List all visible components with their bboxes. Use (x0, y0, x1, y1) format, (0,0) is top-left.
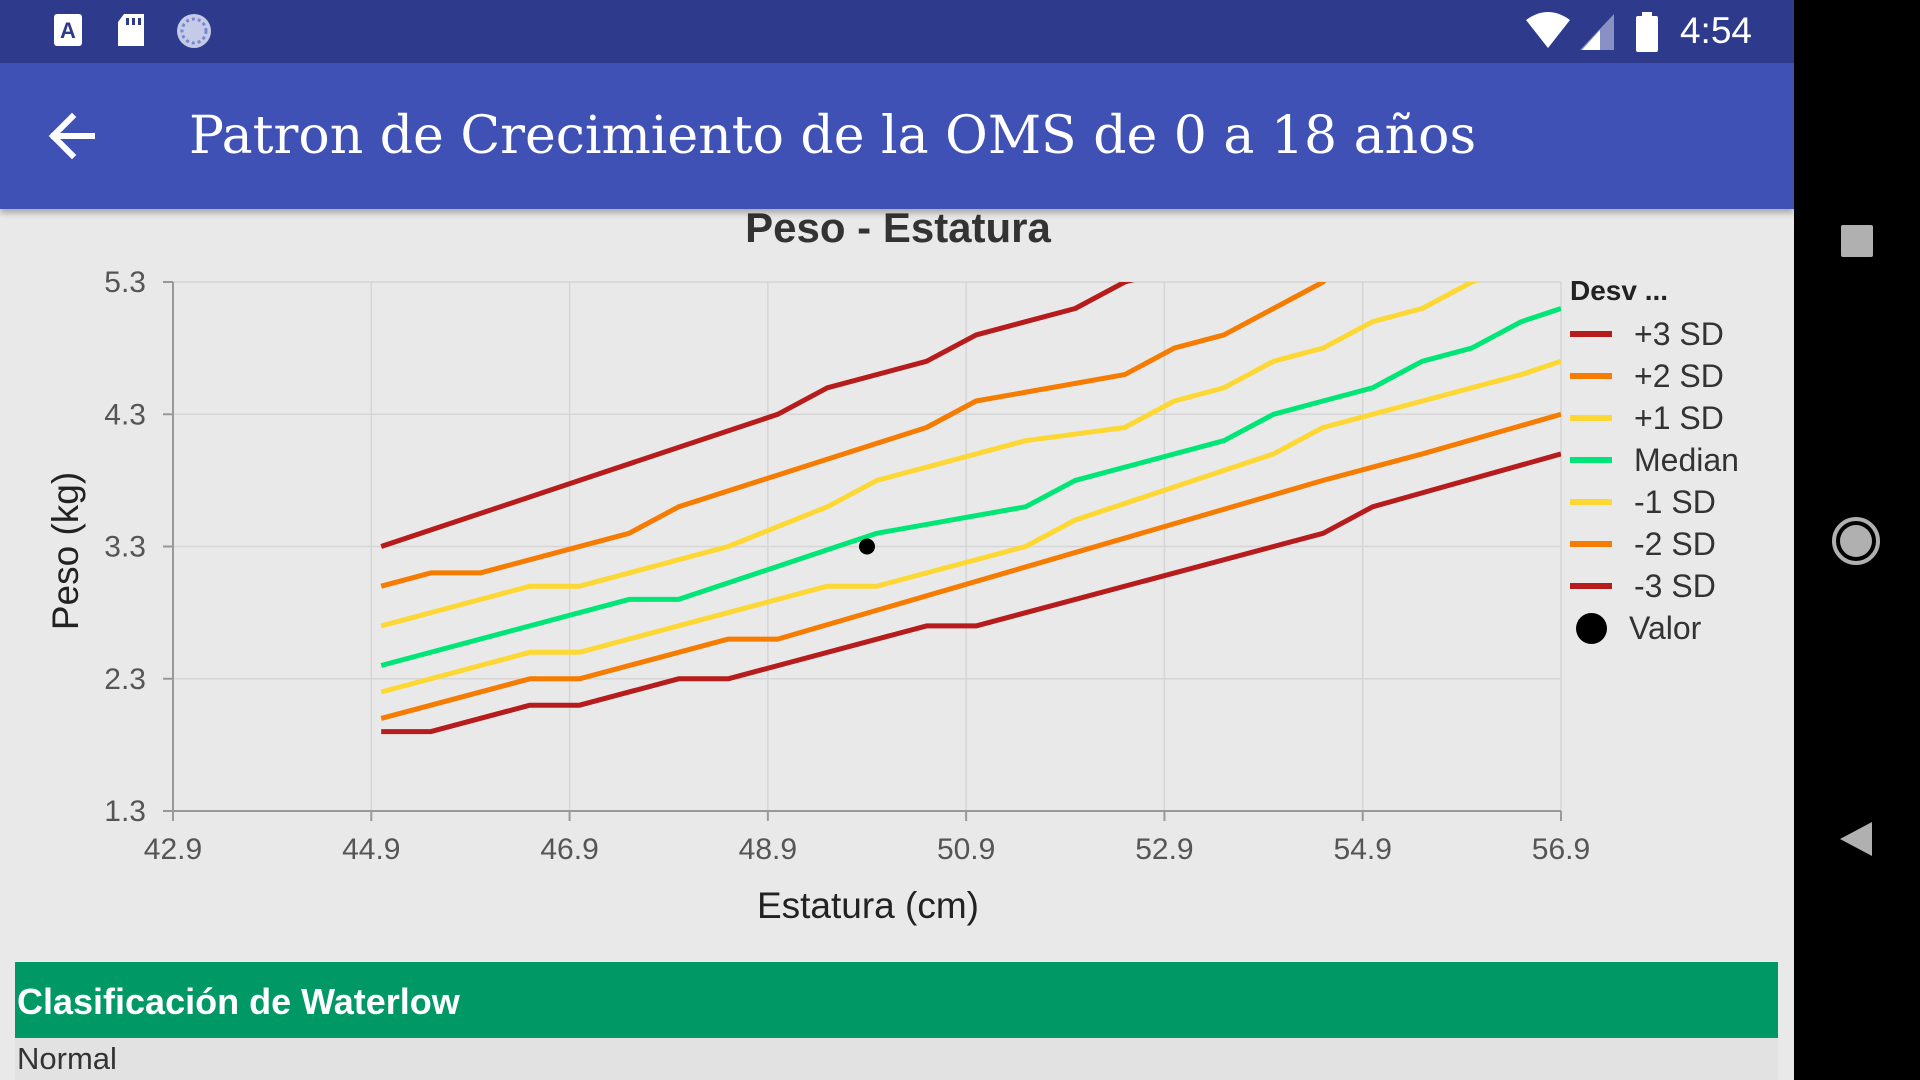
app-bar: Patron de Crecimiento de la OMS de 0 a 1… (0, 63, 1794, 209)
x-tick-label: 46.9 (540, 833, 598, 866)
weight-height-chart[interactable]: Peso - Estatura 42.9 44.9 46.9 48.9 50.9 52.9… (0, 209, 1794, 954)
series-line (381, 451, 1561, 735)
x-tick-label: 44.9 (342, 833, 400, 866)
navigation-bar (1794, 0, 1920, 1080)
legend-items: +3 SD +2 SD +1 SD Median -1 SD -2 SD -3 SD Valo… (1570, 313, 1794, 649)
chart-container: Peso - Estatura 42.9 44.9 46.9 48.9 50.9 52.9… (0, 209, 1794, 954)
legend-label: +3 SD (1634, 315, 1724, 352)
x-tick-label: 56.9 (1532, 833, 1590, 866)
classification-value-row: Normal (15, 1038, 1778, 1080)
classification-value: Normal (17, 1041, 117, 1076)
chart-axes: 42.9 44.9 46.9 48.9 50.9 52.9 54.9 56.9 1.3 2.3 3.… (104, 266, 1590, 866)
x-tick-label: 50.9 (937, 833, 995, 866)
signal-icon (1580, 14, 1614, 50)
legend-item: +3 SD (1570, 313, 1794, 355)
status-clock: 4:54 (1679, 10, 1752, 51)
y-tick-label: 5.3 (104, 266, 146, 299)
back-arrow-button[interactable] (40, 103, 106, 169)
legend-item: +2 SD (1570, 355, 1794, 397)
chart-title: Peso - Estatura (745, 209, 1051, 251)
legend-item: Median (1570, 439, 1794, 481)
y-tick-label: 1.3 (104, 795, 146, 828)
series-line (380, 282, 1327, 589)
legend-swatch (1570, 583, 1612, 589)
legend-label: +1 SD (1634, 399, 1724, 436)
legend-title: Desv ... (1570, 275, 1669, 306)
sync-circle-icon (177, 14, 211, 48)
device-screen: A 4:54 Patron de Crecimiento de la (0, 0, 1794, 1080)
keyboard-a-icon: A (54, 14, 82, 46)
series-line (380, 282, 1135, 549)
recents-square-icon[interactable] (1838, 222, 1876, 260)
x-tick-label: 52.9 (1135, 833, 1193, 866)
legend-swatch (1570, 415, 1612, 421)
legend-swatch (1570, 541, 1612, 547)
series-line (380, 282, 1481, 629)
sd-card-icon (118, 14, 144, 46)
legend-dot (1576, 612, 1607, 644)
legend-label: Median (1634, 441, 1739, 478)
value-point (859, 538, 875, 555)
legend-item: Valor (1570, 607, 1794, 649)
legend-label: -2 SD (1634, 525, 1716, 562)
series-line (380, 306, 1561, 668)
battery-icon (1636, 12, 1658, 52)
wifi-icon (1526, 12, 1570, 48)
y-tick-label: 3.3 (104, 531, 146, 564)
x-tick-label: 48.9 (739, 833, 797, 866)
back-triangle-icon[interactable] (1836, 818, 1876, 860)
classification-header: Clasificación de Waterlow (15, 962, 1778, 1038)
y-tick-label: 2.3 (104, 663, 146, 696)
legend-label: Valor (1629, 609, 1702, 646)
legend-item: -3 SD (1570, 565, 1794, 607)
x-axis-label: Estatura (cm) (757, 885, 979, 926)
legend-item: -1 SD (1570, 481, 1794, 523)
y-tick-label: 4.3 (104, 398, 146, 431)
x-tick-label: 42.9 (144, 833, 202, 866)
home-circle-icon[interactable] (1830, 515, 1882, 567)
svg-text:A: A (60, 18, 76, 43)
legend-label: -3 SD (1634, 567, 1716, 604)
chart-points (859, 538, 875, 555)
series-line (380, 358, 1561, 695)
status-bar: A 4:54 (0, 0, 1794, 63)
chart-legend: Desv ... +3 SD +2 SD +1 SD Median -1 SD -2 SD… (1570, 269, 1794, 649)
legend-item: -2 SD (1570, 523, 1794, 565)
series-line (380, 411, 1561, 721)
legend-label: -1 SD (1634, 483, 1716, 520)
classification-title: Clasificación de Waterlow (17, 981, 460, 1022)
chart-series (380, 282, 1561, 735)
legend-swatch (1570, 457, 1612, 463)
legend-swatch (1570, 373, 1612, 379)
legend-swatch (1570, 331, 1612, 337)
y-axis-label: Peso (kg) (45, 472, 86, 630)
legend-label: +2 SD (1634, 357, 1724, 394)
x-tick-label: 54.9 (1334, 833, 1392, 866)
legend-item: +1 SD (1570, 397, 1794, 439)
app-title: Patron de Crecimiento de la OMS de 0 a 1… (189, 106, 1477, 166)
legend-swatch (1570, 499, 1612, 505)
